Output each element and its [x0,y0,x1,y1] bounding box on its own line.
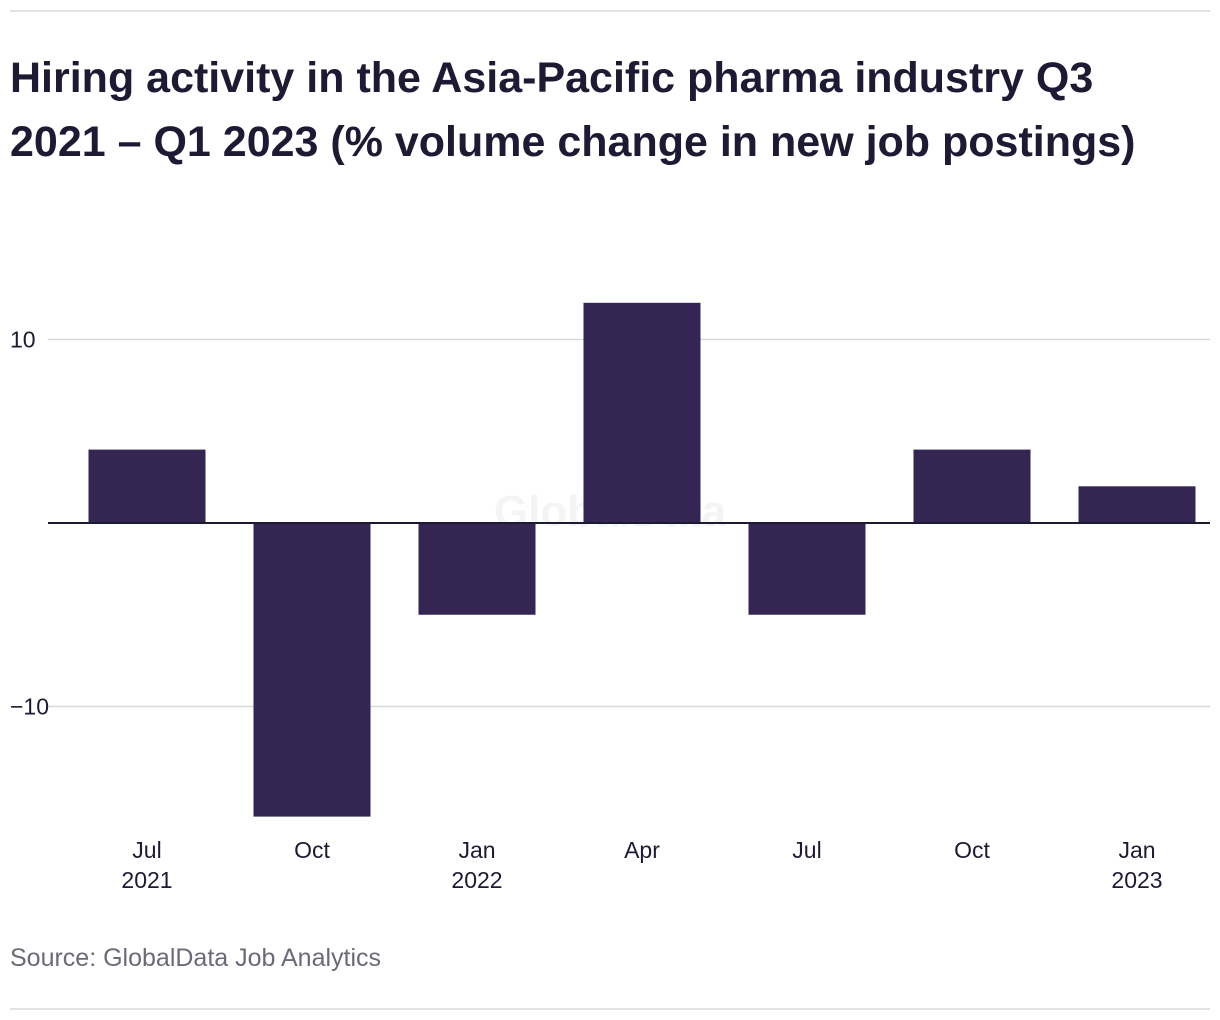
x-tick-label: Jan [458,837,495,863]
bottom-rule [10,1008,1210,1010]
x-tick-label: Apr [624,837,660,863]
bar [88,449,206,523]
bar [748,523,866,615]
x-tick-label: Oct [294,837,330,863]
x-tick-label: Jan [1118,837,1155,863]
x-tick-label: Jul [792,837,821,863]
chart-title: Hiring activity in the Asia-Pacific phar… [10,54,1136,166]
x-tick-label: Jul [132,837,161,863]
top-rule [10,10,1210,12]
source-note: Source: GlobalData Job Analytics [10,944,382,972]
bar [418,523,536,615]
bar [253,523,371,817]
bar [1078,486,1196,523]
y-axis-ticks: 10 −10 [10,327,49,720]
bar [583,302,701,523]
x-tick-label: 2021 [121,867,172,893]
bar [913,449,1031,523]
x-tick-label: 2023 [1111,867,1162,893]
x-tick-label: Oct [954,837,990,863]
x-axis-ticks: Jul 2021 Oct Jan 2022 Apr Jul Oct Jan 2023 [121,837,1162,893]
bars [88,302,1196,817]
x-tick-label: 2022 [451,867,502,893]
y-tick-label: −10 [10,694,49,720]
y-tick-label: 10 [10,327,36,353]
